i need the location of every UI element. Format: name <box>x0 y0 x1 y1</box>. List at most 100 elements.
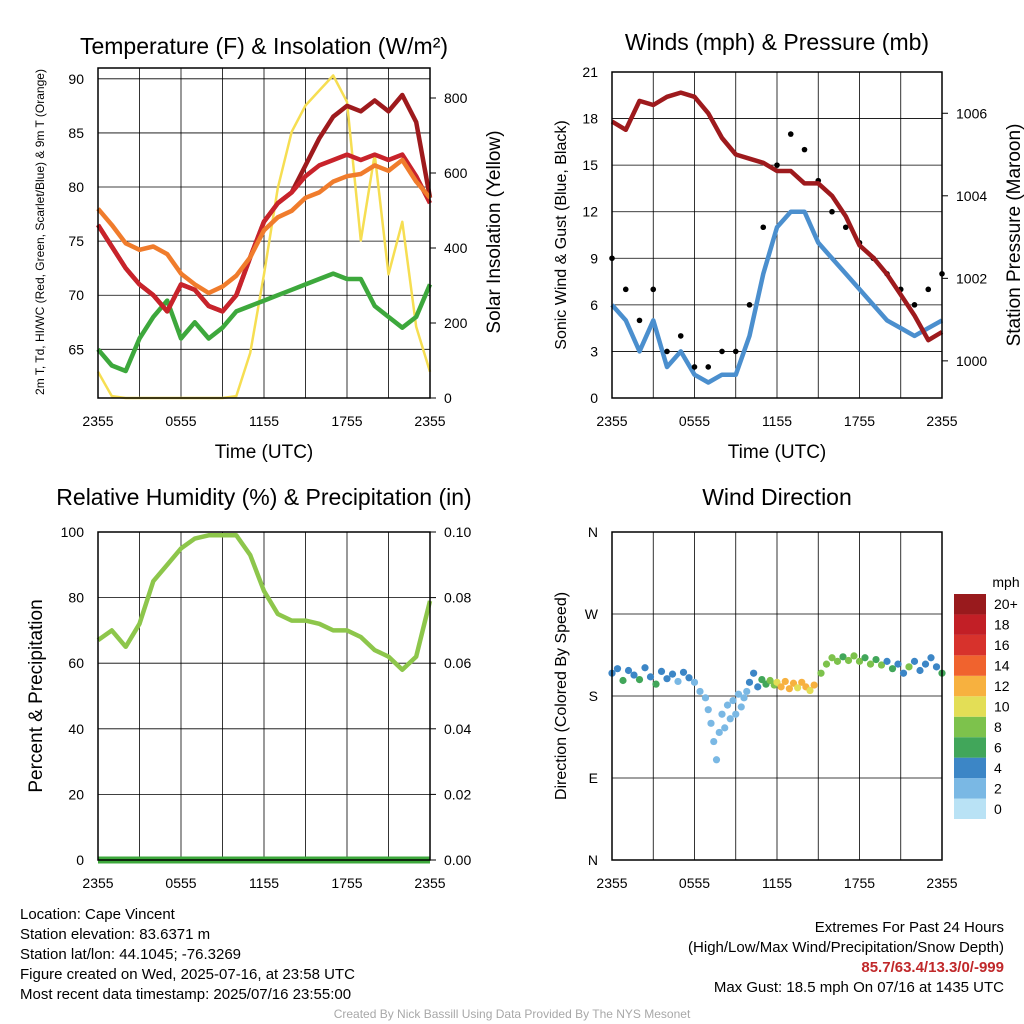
colorbar-swatch <box>954 716 986 738</box>
x-tick-label: 2355 <box>596 875 627 891</box>
wind-direction-point <box>872 655 880 664</box>
colorbar-label: 10 <box>994 699 1010 715</box>
y2-tick-label: 0.08 <box>444 590 471 606</box>
colorbar-swatch <box>954 696 986 717</box>
series-line-station-pressure <box>610 90 944 343</box>
wind-direction-point <box>630 671 638 679</box>
y2-tick-label: 1000 <box>956 353 987 369</box>
wind-direction-point <box>690 678 699 686</box>
y2-tick-label: 200 <box>444 315 468 331</box>
series-line-sonic-wind <box>610 209 944 385</box>
colorbar-label: 16 <box>994 637 1010 653</box>
colorbar-label: 0 <box>994 801 1002 817</box>
gust-point <box>801 146 808 153</box>
y2-tick-label: 0 <box>444 390 452 406</box>
chart-title: Wind Direction <box>702 484 852 510</box>
y-tick-label: N <box>588 852 598 868</box>
wind-direction-point <box>701 694 710 702</box>
y2-tick-label: 600 <box>444 165 468 181</box>
plot-frame-2 <box>97 531 431 861</box>
wind-direction-point <box>668 670 677 678</box>
wind-direction-point <box>916 666 924 675</box>
wind-direction-point <box>850 652 858 660</box>
x-tick-label: 1155 <box>249 413 279 429</box>
wind-direction-point <box>932 663 941 671</box>
colorbar-swatch <box>954 614 986 635</box>
y-tick-label: 21 <box>582 64 598 80</box>
colorbar-label: 12 <box>994 678 1010 694</box>
y2-tick-label: 0.10 <box>444 524 471 540</box>
wind-direction-point <box>806 686 814 695</box>
chart-title: Winds (mph) & Pressure (mb) <box>625 29 929 55</box>
wind-direction-point <box>794 684 802 692</box>
x-tick-label: 1155 <box>249 875 279 891</box>
x-tick-label: 1755 <box>844 875 875 891</box>
x-tick-label: 2355 <box>596 413 627 429</box>
colorbar-title: mph <box>992 574 1019 590</box>
extremes-box: Extremes For Past 24 Hours (High/Low/Max… <box>688 918 1004 998</box>
series-line-2m-t <box>96 152 433 314</box>
wind-direction-point <box>828 654 836 662</box>
colorbar-label: 4 <box>994 760 1002 776</box>
x-tick-label: 2355 <box>82 875 113 891</box>
wind-direction-point <box>732 710 740 718</box>
y2-tick-label: 800 <box>444 90 468 106</box>
wind-direction-point <box>619 676 627 685</box>
wind-direction-point <box>785 685 793 693</box>
wind-direction-point <box>773 678 781 686</box>
wind-direction-point <box>652 680 660 688</box>
y-tick-label: 90 <box>68 71 84 87</box>
y-tick-label: 18 <box>582 111 598 127</box>
y-tick-label: 75 <box>68 233 84 249</box>
gust-point <box>732 348 739 355</box>
y-tick-label: N <box>588 524 598 540</box>
wind-direction-point <box>855 657 864 665</box>
wind-direction-point <box>723 701 732 709</box>
colorbar-swatch <box>954 778 986 799</box>
wind-direction-point <box>718 710 726 718</box>
wind-direction-point <box>707 719 715 727</box>
wind-direction-point <box>734 690 743 698</box>
gust-point <box>705 364 712 370</box>
colorbar-swatch <box>954 634 986 656</box>
x-tick-label: 2355 <box>926 413 957 429</box>
x-tick-label: 1755 <box>844 413 875 429</box>
x-tick-label: 0555 <box>679 413 710 429</box>
wind-direction-point <box>624 666 633 675</box>
wind-direction-point <box>861 654 869 662</box>
y-axis-label: Sonic Wind & Gust (Blue, Black) <box>553 120 570 349</box>
gust-point <box>691 364 698 370</box>
extremes-values: 85.7/63.4/13.3/0/-999 <box>861 959 1004 976</box>
wind-direction-point <box>758 676 766 684</box>
y-axis-label: Direction (Colored By Speed) <box>553 592 570 800</box>
wind-direction-point <box>710 737 718 746</box>
colorbar-label: 8 <box>994 719 1002 735</box>
y2-axis-label: Station Pressure (Maroon) <box>1004 124 1024 347</box>
plot-frame-3 <box>611 531 943 861</box>
wind-direction-point <box>721 724 729 732</box>
wind-direction-point <box>833 657 842 665</box>
colorbar-swatch <box>954 798 986 819</box>
wind-direction-point <box>921 660 930 668</box>
y-tick-label: 9 <box>590 250 598 266</box>
x-axis-label: Time (UTC) <box>215 442 314 463</box>
y-tick-label: 6 <box>590 297 598 313</box>
colorbar-label: 20+ <box>994 596 1018 612</box>
y-tick-label: 0 <box>590 390 598 406</box>
wind-direction-point <box>613 665 622 673</box>
colorbar-label: 6 <box>994 739 1002 755</box>
wind-direction-point <box>817 669 825 677</box>
wind-direction-point <box>657 667 666 676</box>
extremes-title: Extremes For Past 24 Hours <box>814 919 1004 936</box>
y-tick-label: 65 <box>68 341 84 357</box>
y-tick-label: 100 <box>61 524 85 540</box>
x-tick-label: 2355 <box>82 413 113 429</box>
y-tick-label: 3 <box>590 343 598 359</box>
colorbar-label: 2 <box>994 780 1002 796</box>
y-tick-label: 70 <box>68 287 84 303</box>
wind-direction-point <box>910 657 919 665</box>
gust-point <box>677 333 684 339</box>
wind-direction-point <box>696 687 704 696</box>
wind-direction-point <box>866 660 875 668</box>
